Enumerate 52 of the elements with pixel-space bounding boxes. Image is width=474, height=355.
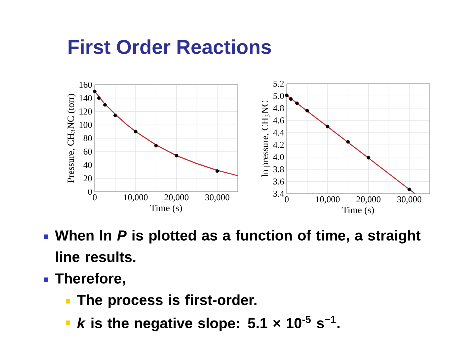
- y-tick-label: 3.4: [274, 190, 284, 198]
- point: [97, 96, 101, 100]
- y-tick-label: 4.8: [273, 105, 284, 112]
- point: [408, 188, 412, 192]
- point: [285, 94, 289, 98]
- x-tick-label: 30,000: [398, 196, 422, 204]
- y-tick-label: 5.2: [274, 80, 284, 88]
- text: When ln P is plotted as a function of time, a straight line results.: [55, 230, 421, 262]
- point: [289, 97, 293, 102]
- text: First Order Reactions: [68, 40, 272, 54]
- x-tick-label: 10,000: [124, 194, 148, 202]
- x-axis-title: Time (s): [150, 204, 182, 214]
- x-axis-title: Time (s): [342, 206, 374, 216]
- y-tick-label: 80: [84, 135, 92, 142]
- point: [93, 90, 97, 94]
- y-tick-label: 160: [80, 82, 92, 88]
- y-tick-label: 100: [80, 122, 92, 128]
- text: k is the negative slope: 5.1 × 10$^{-5}$ s$^{−1}$.: [77, 316, 340, 332]
- y-tick-label: 60: [84, 148, 92, 155]
- point: [174, 154, 179, 158]
- point: [134, 130, 138, 134]
- y-tick-label: 120: [80, 108, 92, 115]
- point: [326, 124, 330, 129]
- text: Therefore,: [55, 273, 126, 286]
- point: [154, 144, 158, 148]
- x-tick-label: 0: [93, 194, 97, 201]
- y-tick-label: 4.2: [273, 142, 284, 148]
- y-tick-label: 4.0: [273, 154, 284, 160]
- y-tick-label: 4.6: [273, 118, 284, 124]
- point: [295, 102, 300, 106]
- x-tick-label: 0: [285, 196, 289, 203]
- x-tick-label: 30,000: [206, 194, 230, 202]
- point: [346, 140, 350, 144]
- y-tick-label: 3.8: [274, 166, 284, 173]
- x-tick-label: 20,000: [356, 196, 381, 204]
- point: [306, 109, 310, 113]
- y-axis-title: Pressure, CH$_{3}$NC (torr): [68, 94, 76, 184]
- text: The process is first-order.: [77, 294, 257, 308]
- point: [216, 169, 220, 174]
- y-axis-title: ln pressure, CH$_{3}$NC: [262, 101, 270, 177]
- y-tick-label: 4.4: [273, 130, 284, 136]
- y-tick-label: 0: [88, 188, 92, 196]
- x-tick-label: 20,000: [164, 194, 189, 202]
- x-tick-label: 10,000: [316, 196, 340, 204]
- point: [114, 114, 118, 118]
- y-tick-label: 3.6: [274, 178, 284, 185]
- point: [103, 103, 108, 107]
- y-tick-label: 20: [84, 176, 92, 182]
- y-tick-label: 40: [84, 162, 92, 168]
- point: [366, 156, 371, 160]
- y-tick-label: 5.0: [274, 93, 284, 100]
- y-tick-label: 140: [80, 95, 92, 102]
